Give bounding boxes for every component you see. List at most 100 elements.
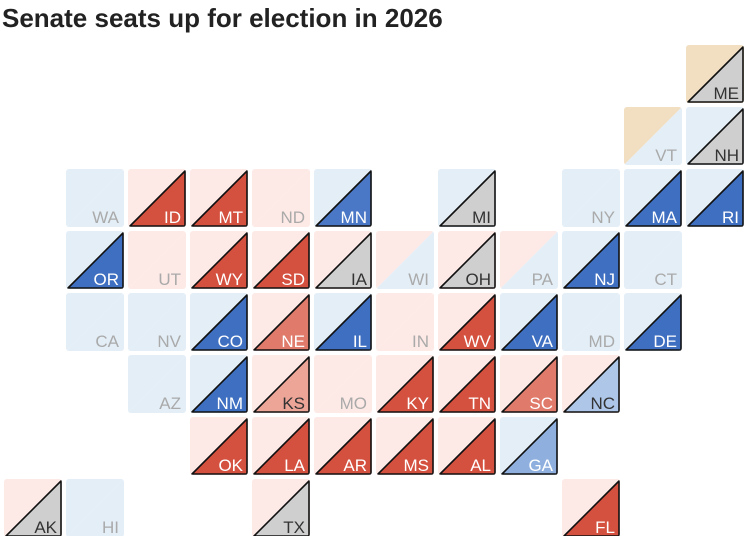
tile-body (190, 355, 248, 413)
seat-up (315, 232, 372, 289)
state-label: AR (343, 456, 367, 475)
state-label: ME (714, 84, 740, 103)
state-tile: WA (66, 169, 124, 227)
state-tile: AR (314, 417, 372, 475)
tile-body (128, 293, 186, 351)
tile-body (562, 479, 620, 536)
state-tile: FL (562, 479, 620, 536)
state-tile: WY (190, 231, 248, 289)
seat-up (253, 356, 310, 413)
state-tile: NE (252, 293, 310, 351)
state-label: OR (94, 270, 120, 289)
tile-body (438, 355, 496, 413)
state-tile: SD (252, 231, 310, 289)
state-tile: KY (376, 355, 434, 413)
tile-body (438, 293, 496, 351)
state-label: GA (528, 456, 553, 475)
tile-body (314, 417, 372, 475)
state-tile: ID (128, 169, 186, 227)
state-tile: KS (252, 355, 310, 413)
tile-body (562, 169, 620, 227)
seat-not-up (376, 231, 434, 289)
tile-body (252, 417, 310, 475)
state-label: SC (529, 394, 553, 413)
state-label: RI (722, 208, 739, 227)
tile-body (252, 231, 310, 289)
state-tile: OH (438, 231, 496, 289)
state-label: ID (164, 208, 181, 227)
seat-not-up (128, 355, 186, 413)
state-label: MT (218, 208, 243, 227)
state-label: ND (280, 208, 305, 227)
seat-not-up (66, 479, 124, 536)
seat-not-up (376, 293, 434, 351)
seat-up (687, 170, 744, 227)
tile-body (66, 169, 124, 227)
state-label: CA (95, 332, 119, 351)
tile-body (686, 169, 744, 227)
seat-not-up (66, 293, 124, 351)
seat-up (377, 356, 434, 413)
seat-up (315, 418, 372, 475)
state-label: NM (217, 394, 243, 413)
state-tile: OK (190, 417, 248, 475)
state-label: AZ (159, 394, 181, 413)
tile-body (376, 231, 434, 289)
tile-body (562, 231, 620, 289)
state-label: WI (408, 270, 429, 289)
state-tile: ND (252, 169, 310, 227)
tile-body (190, 293, 248, 351)
state-tile: NH (686, 107, 744, 165)
tile-body (252, 293, 310, 351)
state-tile: WV (438, 293, 496, 351)
seat-up (439, 232, 496, 289)
tile-body (66, 231, 124, 289)
seat-up (501, 418, 558, 475)
state-tile: ME (686, 45, 744, 103)
state-tile: VA (500, 293, 558, 351)
state-label: NV (157, 332, 181, 351)
state-label: MD (589, 332, 615, 351)
tile-body (66, 479, 124, 536)
seat-not-up (314, 355, 372, 413)
state-label: DE (653, 332, 677, 351)
state-label: NH (714, 146, 739, 165)
state-tile: MN (314, 169, 372, 227)
tile-body (624, 231, 682, 289)
state-label: MO (340, 394, 367, 413)
state-tile: TN (438, 355, 496, 413)
state-tile: UT (128, 231, 186, 289)
seat-up (5, 480, 62, 536)
tile-body (128, 169, 186, 227)
tile-body (376, 417, 434, 475)
state-tile: MT (190, 169, 248, 227)
seat-not-up (128, 231, 186, 289)
seat-up (253, 294, 310, 351)
state-label: VT (655, 146, 677, 165)
tile-body (562, 355, 620, 413)
state-label: NC (590, 394, 615, 413)
seat-up (67, 232, 124, 289)
state-tile: RI (686, 169, 744, 227)
tile-body (686, 45, 744, 103)
tile-body (624, 107, 682, 165)
state-label: KS (282, 394, 305, 413)
state-label: CT (654, 270, 677, 289)
seat-up (253, 480, 310, 536)
state-tile: AL (438, 417, 496, 475)
state-label: WA (92, 208, 119, 227)
seat-not-up (624, 231, 682, 289)
seat-up (501, 294, 558, 351)
state-label: UT (158, 270, 181, 289)
state-tile: MS (376, 417, 434, 475)
state-tile: IN (376, 293, 434, 351)
seat-up (439, 294, 496, 351)
state-label: AK (34, 518, 57, 536)
tile-body (128, 231, 186, 289)
state-label: NY (591, 208, 615, 227)
state-tile: MI (438, 169, 496, 227)
state-label: VA (532, 332, 554, 351)
seat-up (439, 356, 496, 413)
tile-body (190, 231, 248, 289)
